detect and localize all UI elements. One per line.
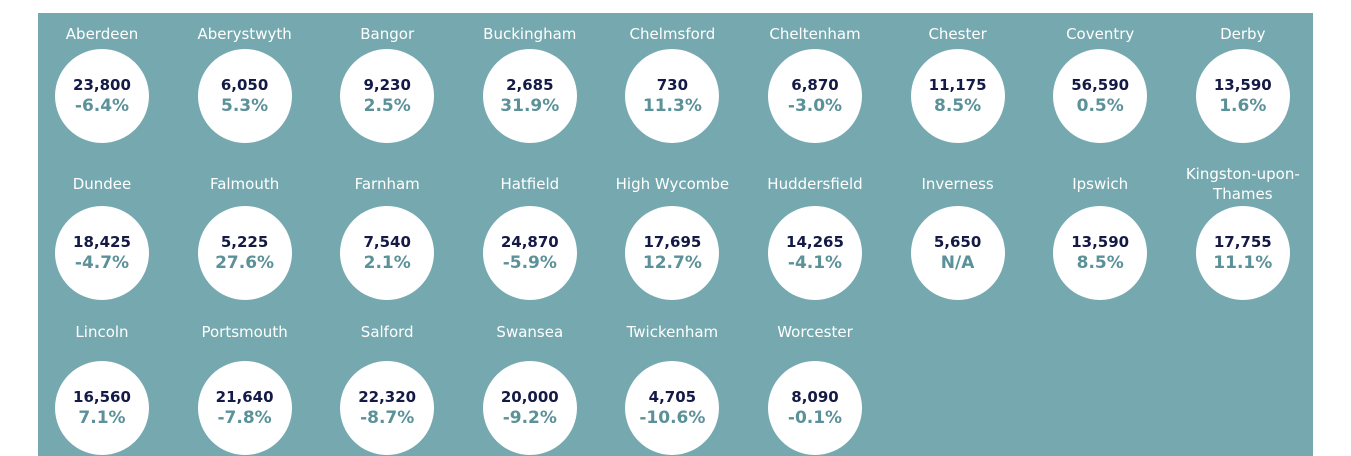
city-circle: 9,230 2.5% <box>340 49 435 143</box>
city-change: -3.0% <box>787 96 843 116</box>
city-circle: 2,685 31.9% <box>482 49 577 143</box>
city-change: 1.6% <box>1219 96 1267 116</box>
city-name: Cheltenham <box>769 25 861 43</box>
city-name: Huddersfield <box>767 175 863 193</box>
city-value: 56,590 <box>1071 76 1130 94</box>
city-value: 8,090 <box>791 388 839 406</box>
city-value: 14,265 <box>786 233 844 251</box>
city-value: 730 <box>656 76 689 94</box>
city-change: 2.1% <box>363 253 411 273</box>
city-change: 11.3% <box>642 96 702 116</box>
city-circle: 17,755 11.1% <box>1195 206 1290 300</box>
city-circle: 13,590 8.5% <box>1053 206 1148 300</box>
city-name: Swansea <box>496 323 564 341</box>
city-value: 24,870 <box>500 233 559 251</box>
city-circle: 17,695 12.7% <box>625 206 720 300</box>
city-value: 11,175 <box>928 76 987 94</box>
city-name: Aberystwyth <box>197 25 292 43</box>
city-change: 0.5% <box>1076 96 1124 116</box>
city-circle: 21,640 -7.8% <box>197 361 292 455</box>
city-circle: 23,800 -6.4% <box>55 49 149 143</box>
city-change: 5.3% <box>221 96 269 116</box>
city-name: Farnham <box>354 175 420 193</box>
city-name: Derby <box>1220 25 1266 43</box>
city-name: Buckingham <box>483 25 577 43</box>
city-circle: 730 11.3% <box>625 49 720 143</box>
city-name: Lincoln <box>75 323 129 341</box>
city-change: 11.1% <box>1213 253 1273 273</box>
city-circle: 24,870 -5.9% <box>482 206 577 300</box>
city-name: Falmouth <box>209 175 280 193</box>
city-value: 17,755 <box>1213 233 1272 251</box>
city-name: Salford <box>360 323 414 341</box>
city-value: 5,650 <box>933 233 982 251</box>
city-value: 9,230 <box>363 76 411 94</box>
city-value: 16,560 <box>73 388 131 406</box>
city-value: 17,695 <box>643 233 702 251</box>
city-circle: 13,590 1.6% <box>1195 49 1290 143</box>
city-value: 6,870 <box>791 76 839 94</box>
city-change: 27.6% <box>215 253 275 273</box>
city-circle: 4,705 -10.6% <box>625 361 720 455</box>
city-name: Portsmouth <box>201 323 288 341</box>
city-circle: 18,425 -4.7% <box>55 206 149 300</box>
city-change: 8.5% <box>934 96 982 116</box>
city-name: Hatfield <box>500 175 560 193</box>
city-change: 2.5% <box>363 96 411 116</box>
city-value: 22,320 <box>358 388 417 406</box>
city-value: 21,640 <box>215 388 274 406</box>
city-name: Chelmsford <box>629 25 716 43</box>
city-change: -5.9% <box>502 253 557 273</box>
city-change: -7.8% <box>217 408 272 428</box>
city-circle: 6,870 -3.0% <box>768 49 862 143</box>
city-name: Chester <box>928 25 987 43</box>
city-change: 8.5% <box>1076 253 1124 273</box>
city-circle: 56,590 0.5% <box>1053 49 1148 143</box>
city-change: 12.7% <box>642 253 702 273</box>
city-value: 6,050 <box>220 76 269 94</box>
city-change: -0.1% <box>787 408 843 428</box>
city-value: 13,590 <box>1213 76 1272 94</box>
city-circle: 8,090 -0.1% <box>768 361 862 455</box>
city-change: -6.4% <box>74 96 130 116</box>
city-value: 4,705 <box>648 388 697 406</box>
city-name: Inverness <box>921 175 994 193</box>
city-value: 7,540 <box>363 233 411 251</box>
city-circle: 7,540 2.1% <box>340 206 435 300</box>
city-change: -9.2% <box>502 408 557 428</box>
city-circle: 14,265 -4.1% <box>768 206 862 300</box>
city-name: High Wycombe <box>615 175 730 193</box>
city-circle: 6,050 5.3% <box>197 49 292 143</box>
city-circle: 11,175 8.5% <box>910 49 1005 143</box>
city-value: 18,425 <box>73 233 131 251</box>
city-circle: 5,225 27.6% <box>197 206 292 300</box>
city-name: Twickenham <box>626 323 719 341</box>
city-name: Coventry <box>1066 25 1135 43</box>
city-name: Worcester <box>777 323 853 341</box>
city-change: 7.1% <box>78 408 126 428</box>
city-value: 20,000 <box>500 388 559 406</box>
city-name: Dundee <box>72 175 132 193</box>
city-circle: 16,560 7.1% <box>55 361 149 455</box>
city-value: 2,685 <box>506 76 554 94</box>
city-name: Kingston-upon-Thames <box>1185 165 1300 203</box>
city-circle: 20,000 -9.2% <box>482 361 577 455</box>
city-change: 31.9% <box>500 96 560 116</box>
city-change: -8.7% <box>360 408 415 428</box>
city-name: Bangor <box>360 25 415 43</box>
city-circle: 5,650 N/A <box>910 206 1005 300</box>
city-change: -4.7% <box>74 253 130 273</box>
city-change: -4.1% <box>787 253 843 273</box>
city-name: Aberdeen <box>65 25 139 43</box>
city-value: 13,590 <box>1071 233 1130 251</box>
city-value: 23,800 <box>73 76 131 94</box>
city-name: Ipswich <box>1072 175 1129 193</box>
city-circle: 22,320 -8.7% <box>340 361 435 455</box>
city-change: N/A <box>940 253 975 273</box>
city-value: 5,225 <box>220 233 269 251</box>
city-change: -10.6% <box>639 408 706 428</box>
